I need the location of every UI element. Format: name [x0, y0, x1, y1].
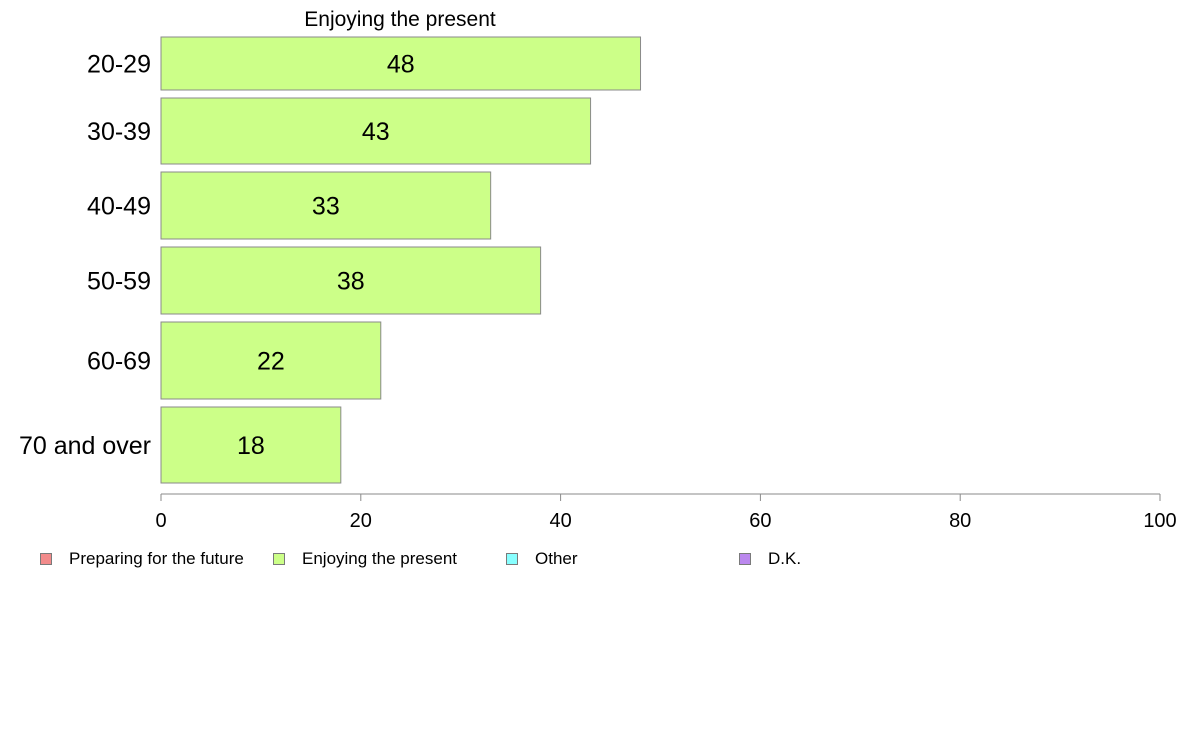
legend-label: Preparing for the future — [69, 549, 244, 568]
chart-title: Enjoying the present — [304, 8, 496, 31]
category-label: 40-49 — [87, 193, 151, 221]
x-tick-label: 100 — [1143, 510, 1176, 532]
x-tick-label: 0 — [155, 510, 166, 532]
legend-swatch — [506, 553, 518, 565]
data-label: 22 — [257, 348, 285, 376]
data-label: 43 — [362, 118, 390, 146]
legend-swatch — [40, 553, 52, 565]
bar-40-49 — [160, 171, 492, 240]
x-tick-label: 20 — [350, 510, 372, 532]
category-label: 20-29 — [87, 51, 151, 79]
data-label: 33 — [312, 193, 340, 221]
x-tick-label: 40 — [549, 510, 571, 532]
legend-label: D.K. — [768, 549, 802, 568]
category-label: 70 and over — [19, 432, 151, 460]
data-label: 48 — [387, 51, 415, 79]
category-label: 50-59 — [87, 268, 151, 296]
bar-20-29 — [160, 36, 642, 91]
legend-swatch — [273, 553, 285, 565]
legend-item-preparing: Preparing for the future — [40, 548, 244, 570]
bar-50-59 — [160, 246, 542, 315]
legend-label: Other — [535, 549, 578, 568]
x-tick-label: 80 — [949, 510, 971, 532]
x-axis: 0 20 40 60 80 100 — [155, 493, 1177, 532]
legend-item-dk: D.K. — [739, 548, 801, 570]
category-label: 60-69 — [87, 348, 151, 376]
bar-60-69 — [160, 321, 382, 400]
data-label: 38 — [337, 268, 365, 296]
bar-30-39 — [160, 97, 592, 165]
legend-swatch — [739, 553, 751, 565]
x-tick-label: 60 — [749, 510, 771, 532]
bars-group: 20-29 48 30-39 43 40-49 33 50-59 38 60-69 22 70 an… — [19, 36, 642, 484]
category-label: 30-39 — [87, 118, 151, 146]
legend-item-other: Other — [506, 548, 578, 570]
legend-item-enjoying: Enjoying the present — [273, 548, 457, 570]
legend-label: Enjoying the present — [302, 549, 457, 568]
data-label: 18 — [237, 432, 265, 460]
legend: Preparing for the future Enjoying the pr… — [0, 548, 1188, 570]
bar-70-and-over — [160, 406, 342, 484]
